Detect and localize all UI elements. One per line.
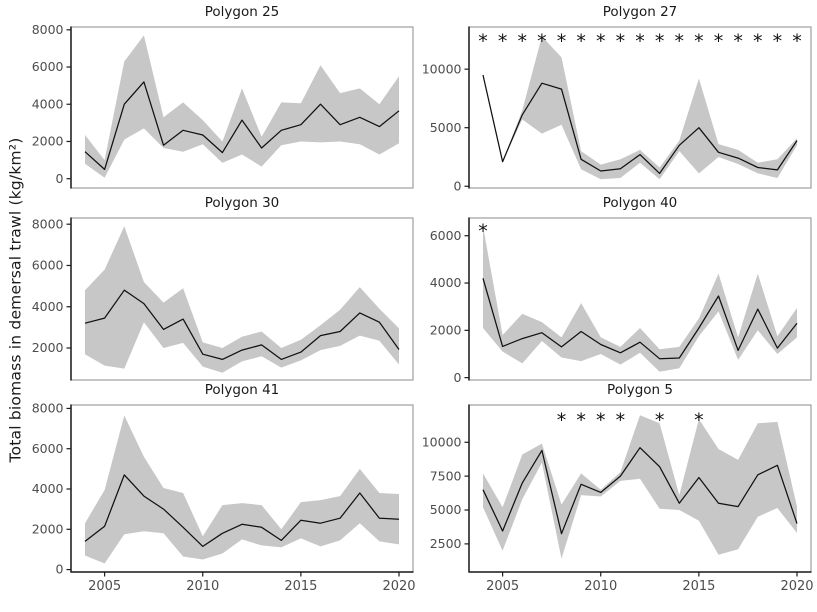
significance-asterisk: * (478, 31, 488, 53)
confidence-band (85, 415, 399, 564)
panel-title-polygon-25: Polygon 25 (204, 4, 280, 20)
significance-asterisk: * (655, 409, 665, 431)
significance-asterisk: * (694, 31, 704, 53)
biomass-line (482, 278, 798, 360)
y-tick-label: 2000 (32, 521, 64, 536)
biomass-line (84, 289, 400, 361)
y-tick-label: 7500 (430, 468, 462, 483)
confidence-band (483, 415, 797, 559)
panel-title-polygon-27: Polygon 27 (602, 4, 678, 20)
significance-asterisk: * (694, 409, 704, 431)
panel-title-polygon-5: Polygon 5 (607, 382, 673, 398)
y-tick-label: 5000 (430, 120, 462, 135)
significance-asterisk: * (635, 31, 645, 53)
y-tick-label: 6000 (430, 228, 462, 243)
significance-asterisk: * (616, 31, 626, 53)
y-tick-label: 0 (454, 370, 462, 385)
y-tick-label: 2000 (32, 134, 64, 149)
y-tick-label: 2000 (32, 340, 64, 355)
x-tick-label: 2015 (682, 579, 715, 594)
panel-plot-polygon-5: 2500 5000 7500 10000 2005 2010 2015 2020 * * * * * * (422, 404, 814, 594)
significance-asterisk: * (733, 31, 743, 53)
x-tick-label: 2005 (88, 579, 121, 594)
biomass-line (482, 74, 798, 175)
significance-asterisk: * (557, 409, 567, 431)
y-tick-label: 6000 (32, 258, 64, 273)
y-tick-label: 5000 (430, 502, 462, 517)
biomass-line (84, 474, 400, 548)
confidence-band (85, 226, 399, 373)
y-tick-label: 8000 (32, 401, 64, 416)
confidence-band (483, 36, 797, 180)
x-tick-label: 2020 (382, 579, 415, 594)
x-tick-label: 2005 (486, 579, 519, 594)
significance-asterisk: * (576, 409, 586, 431)
significance-asterisk: * (616, 409, 626, 431)
confidence-band (483, 226, 797, 372)
panel-plot-polygon-30: 2000 4000 6000 8000 (32, 216, 414, 381)
panel-plot-polygon-27: 0 5000 10000 * * * * * * * * * * * * * * * * * (422, 26, 812, 193)
significance-asterisk: * (675, 31, 685, 53)
y-tick-label: 0 (454, 178, 462, 193)
y-tick-label: 4000 (32, 299, 64, 314)
panel-plot-polygon-41: 0 2000 4000 6000 8000 2005 2010 2015 2020 (32, 401, 416, 594)
y-tick-label: 2500 (430, 536, 462, 551)
significance-asterisk: * (655, 31, 665, 53)
significance-asterisk: * (596, 409, 606, 431)
confidence-band (85, 35, 399, 178)
significance-asterisk: * (498, 31, 508, 53)
significance-asterisk: * (792, 31, 802, 53)
biomass-line (84, 81, 400, 171)
y-tick-label: 6000 (32, 59, 64, 74)
y-tick-label: 4000 (32, 481, 64, 496)
y-tick-label: 4000 (32, 96, 64, 111)
y-tick-label: 0 (56, 171, 64, 186)
y-tick-label: 8000 (32, 216, 64, 231)
x-tick-label: 2010 (584, 579, 617, 594)
x-tick-label: 2015 (284, 579, 317, 594)
panel-plot-polygon-40: 0 2000 4000 6000 * (430, 217, 812, 385)
y-tick-label: 8000 (32, 22, 64, 37)
significance-asterisk: * (576, 31, 586, 53)
y-tick-label: 4000 (430, 275, 462, 290)
significance-asterisk: * (518, 31, 528, 53)
y-tick-label: 2000 (430, 322, 462, 337)
panel-plot-polygon-25: 0 2000 4000 6000 8000 (32, 22, 414, 189)
y-tick-label: 10000 (422, 61, 462, 76)
panel-title-polygon-30: Polygon 30 (204, 195, 280, 211)
x-tick-label: 2020 (780, 579, 813, 594)
panel-title-polygon-40: Polygon 40 (602, 195, 678, 211)
significance-asterisk: * (537, 31, 547, 53)
significance-asterisk: * (478, 221, 488, 243)
y-tick-label: 0 (56, 562, 64, 577)
biomass-line (482, 447, 798, 535)
significance-asterisk: * (773, 31, 783, 53)
significance-asterisk: * (557, 31, 567, 53)
significance-asterisk: * (714, 31, 724, 53)
x-tick-label: 2010 (186, 579, 219, 594)
significance-asterisk: * (596, 31, 606, 53)
significance-asterisk: * (753, 31, 763, 53)
y-tick-label: 10000 (422, 434, 462, 449)
panel-title-polygon-41: Polygon 41 (204, 382, 280, 398)
y-tick-label: 6000 (32, 441, 64, 456)
